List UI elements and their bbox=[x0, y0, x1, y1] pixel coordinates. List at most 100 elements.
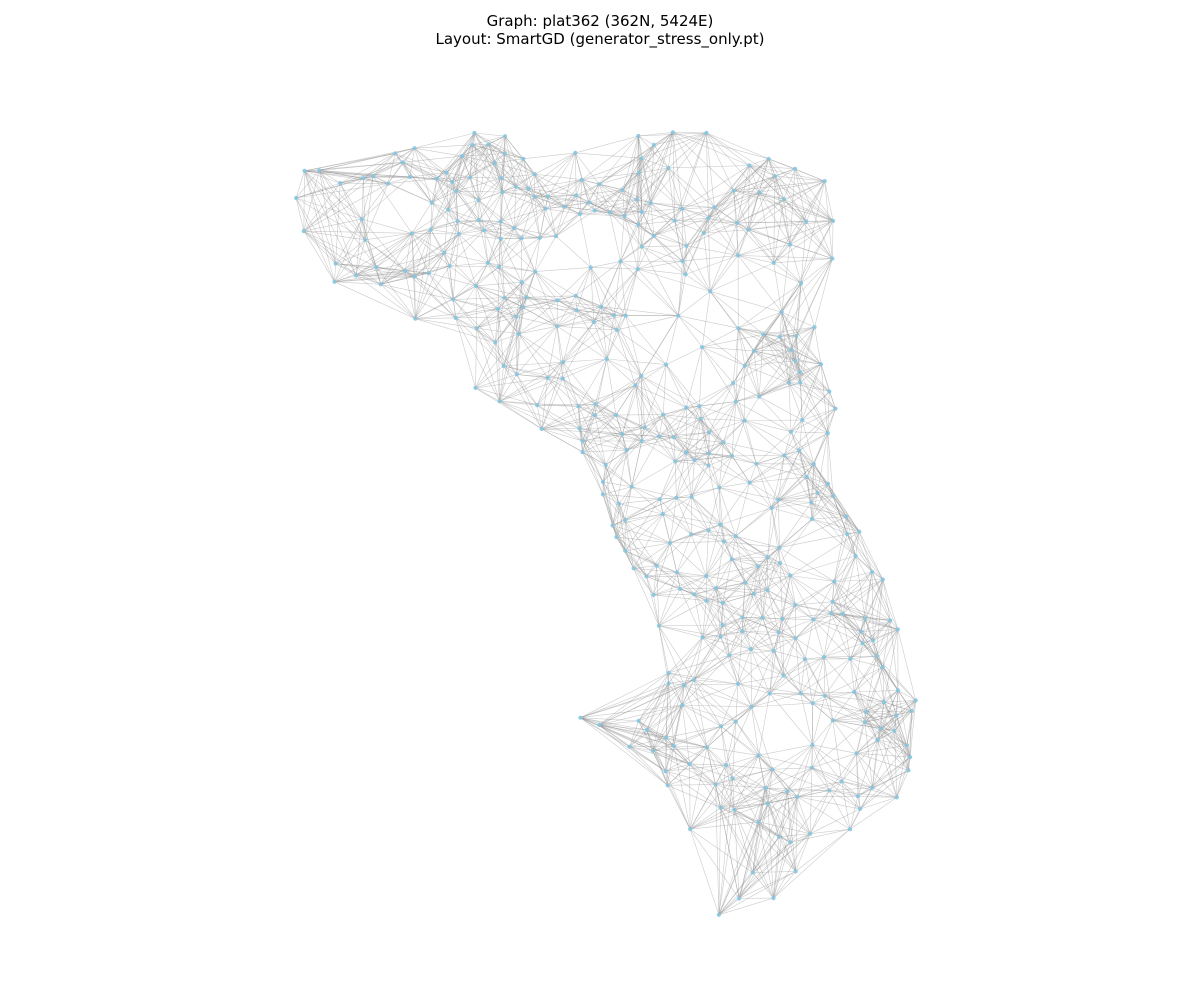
graph-edge bbox=[581, 135, 639, 180]
graph-edge bbox=[765, 767, 813, 789]
graph-edge bbox=[516, 316, 558, 327]
graph-node bbox=[562, 204, 567, 209]
graph-edge bbox=[783, 656, 825, 676]
graph-edge bbox=[734, 809, 759, 823]
graph-edge bbox=[834, 571, 873, 582]
graph-edge bbox=[502, 136, 506, 193]
graph-node bbox=[624, 448, 630, 453]
graph-edge bbox=[613, 315, 618, 330]
graph-edge bbox=[773, 258, 833, 264]
graph-edge bbox=[355, 239, 366, 276]
graph-edge bbox=[296, 183, 389, 199]
graph-edge bbox=[411, 209, 449, 234]
graph-edge bbox=[662, 497, 677, 515]
graph-edge bbox=[694, 594, 723, 604]
graph-edge bbox=[857, 756, 911, 797]
graph-edge bbox=[575, 261, 621, 297]
graph-edge bbox=[758, 349, 792, 397]
graph-edge bbox=[638, 224, 687, 247]
graph-edge bbox=[767, 556, 781, 564]
graph-node bbox=[808, 831, 813, 836]
graph-edge bbox=[503, 365, 542, 430]
graph-edge bbox=[415, 299, 454, 319]
graph-edge bbox=[756, 450, 800, 465]
graph-edge bbox=[598, 183, 623, 191]
graph-edge bbox=[795, 335, 801, 373]
graph-edge bbox=[850, 618, 866, 659]
graph-edge bbox=[700, 418, 709, 466]
graph-edge bbox=[451, 143, 489, 183]
graph-edge bbox=[334, 281, 381, 285]
graph-edge bbox=[436, 178, 457, 192]
graph-edge bbox=[447, 156, 463, 210]
graph-edge bbox=[686, 452, 710, 454]
graph-edge bbox=[455, 317, 496, 343]
graph-edge bbox=[675, 453, 710, 462]
graph-edge bbox=[708, 420, 745, 454]
graph-node bbox=[674, 495, 679, 500]
graph-node bbox=[676, 313, 681, 318]
graph-edge bbox=[678, 315, 739, 329]
graph-edge bbox=[641, 245, 687, 247]
graph-edge bbox=[787, 791, 791, 843]
graph-edge bbox=[784, 455, 808, 478]
graph-edge bbox=[781, 312, 796, 361]
graph-edge bbox=[800, 658, 851, 694]
graph-edge bbox=[598, 184, 625, 217]
graph-edge bbox=[723, 541, 733, 560]
graph-edge bbox=[563, 358, 607, 363]
graph-edge bbox=[595, 403, 617, 416]
graph-edge bbox=[515, 186, 548, 197]
graph-edge bbox=[715, 784, 766, 789]
graph-edge bbox=[773, 650, 801, 694]
graph-edge bbox=[545, 179, 582, 209]
graph-edge bbox=[758, 755, 766, 788]
graph-edge bbox=[800, 220, 834, 284]
graph-edge bbox=[452, 285, 477, 300]
graph-edge bbox=[811, 518, 848, 535]
graph-edge bbox=[665, 704, 683, 772]
graph-edge bbox=[483, 191, 503, 231]
graph-edge bbox=[499, 401, 579, 407]
graph-edge bbox=[575, 135, 639, 154]
graph-edge bbox=[782, 575, 791, 619]
graph-edge bbox=[684, 683, 739, 686]
graph-edge bbox=[729, 617, 763, 656]
graph-edge bbox=[872, 756, 911, 788]
graph-edge bbox=[395, 153, 437, 179]
graph-edge bbox=[805, 221, 833, 259]
graph-edge bbox=[872, 770, 909, 788]
graph-edge bbox=[748, 229, 802, 284]
graph-edge bbox=[758, 744, 813, 756]
graph-edge bbox=[736, 222, 749, 230]
graph-edge bbox=[830, 579, 883, 614]
graph-edge bbox=[682, 683, 739, 706]
graph-edge bbox=[576, 189, 623, 196]
graph-edge bbox=[521, 237, 541, 283]
graph-edge bbox=[668, 683, 683, 706]
graph-edge bbox=[303, 230, 412, 234]
graph-edge bbox=[599, 724, 690, 765]
graph-edge bbox=[461, 135, 506, 157]
graph-edge bbox=[488, 144, 496, 164]
graph-edge bbox=[735, 382, 789, 402]
graph-edge bbox=[629, 737, 667, 748]
graph-edge bbox=[703, 192, 760, 234]
graph-edge bbox=[334, 276, 415, 283]
graph-edge bbox=[598, 172, 640, 185]
graph-edge bbox=[817, 492, 847, 517]
graph-node bbox=[754, 461, 759, 466]
graph-edge bbox=[662, 513, 721, 525]
graph-node bbox=[456, 231, 461, 237]
graph-edge bbox=[534, 195, 577, 198]
graph-edge bbox=[355, 270, 406, 276]
graph-edge bbox=[431, 172, 447, 203]
graph-edge bbox=[773, 244, 791, 264]
graph-edge bbox=[644, 364, 667, 428]
graph-edge bbox=[522, 295, 576, 308]
graph-node bbox=[639, 156, 644, 161]
graph-edge bbox=[788, 349, 792, 383]
graph-edge bbox=[782, 613, 832, 620]
graph-edge bbox=[738, 821, 759, 899]
graph-edge bbox=[576, 309, 595, 323]
